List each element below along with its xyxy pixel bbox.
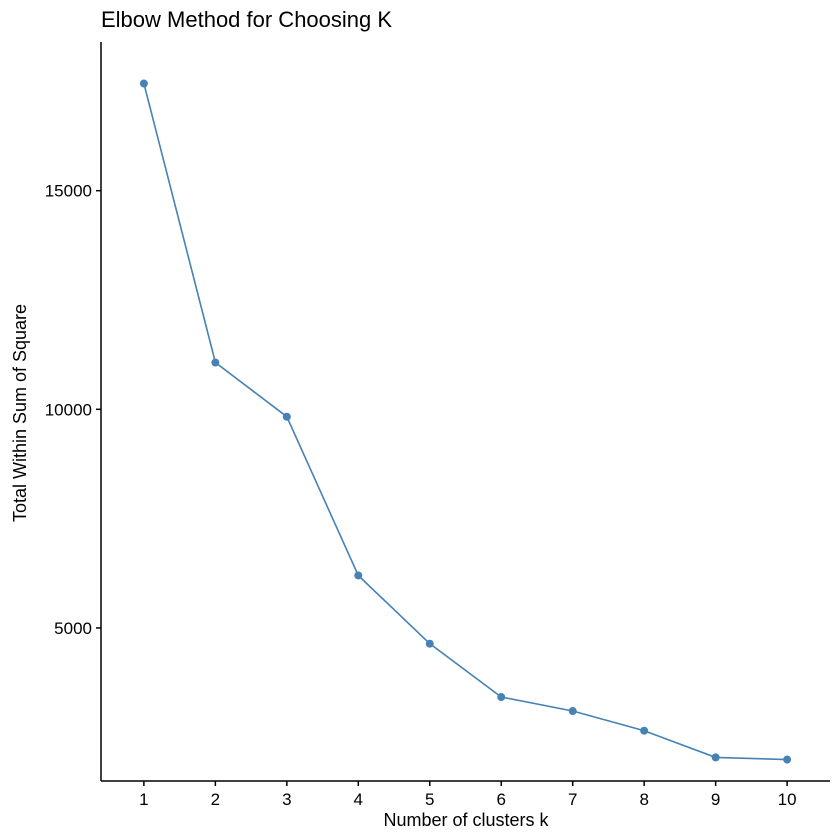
data-point — [711, 753, 720, 762]
y-axis-title: Total Within Sum of Square — [10, 304, 30, 522]
series-layer — [139, 79, 792, 764]
x-tick-label: 7 — [568, 790, 577, 809]
series-line — [143, 83, 788, 761]
y-tick-label: 5000 — [54, 619, 92, 638]
data-point — [568, 707, 577, 716]
data-point — [783, 755, 792, 764]
x-tick-label: 4 — [354, 790, 363, 809]
x-tick-label: 2 — [211, 790, 220, 809]
x-tick-label: 8 — [639, 790, 648, 809]
x-tick-label: 5 — [425, 790, 434, 809]
x-tick-label: 6 — [497, 790, 506, 809]
x-tick-label: 10 — [778, 790, 797, 809]
x-tick-label: 9 — [711, 790, 720, 809]
y-tick-label: 15000 — [45, 182, 92, 201]
data-point — [282, 412, 291, 421]
data-point — [497, 693, 506, 702]
data-point — [640, 726, 649, 735]
data-point — [425, 639, 434, 648]
y-tick-label: 10000 — [45, 400, 92, 419]
chart-title: Elbow Method for Choosing K — [101, 7, 392, 32]
x-tick-label: 3 — [282, 790, 291, 809]
x-axis-ticks: 1 2 3 4 5 6 7 8 9 10 — [139, 781, 797, 809]
data-point — [139, 79, 148, 88]
x-tick-label: 1 — [139, 790, 148, 809]
data-point — [354, 571, 363, 580]
x-axis-title: Number of clusters k — [383, 810, 549, 830]
data-point — [211, 358, 220, 367]
axes — [100, 42, 830, 782]
y-axis-ticks: 5000 10000 15000 — [45, 182, 101, 638]
